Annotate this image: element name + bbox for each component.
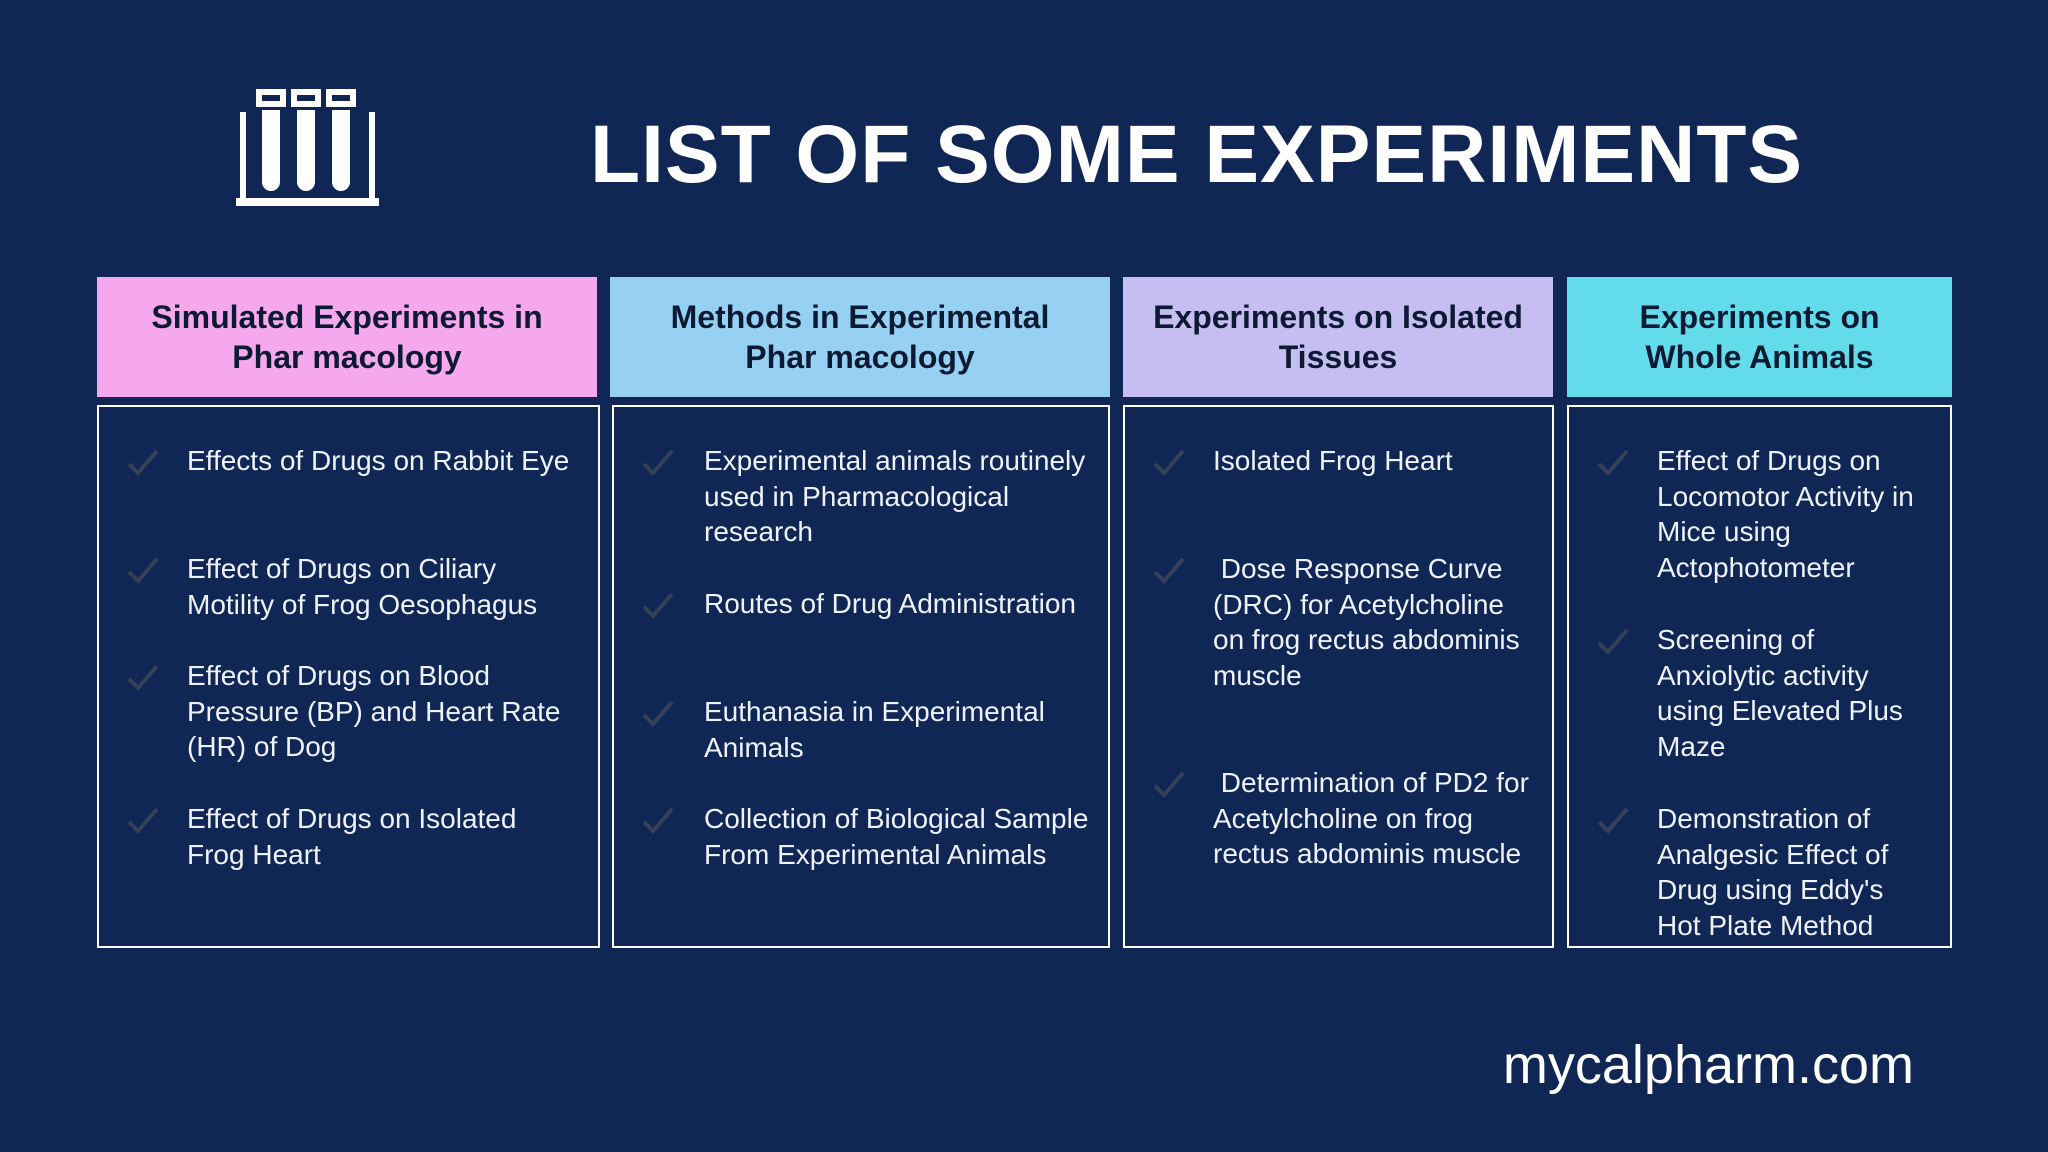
checkmark-icon [642, 807, 674, 834]
checkmark-icon [1153, 449, 1185, 476]
column-list-simulated: Effects of Drugs on Rabbit Eye Effect of… [97, 405, 600, 948]
column-header-methods: Methods in Experimental Phar macology [610, 277, 1110, 397]
checkmark-icon [642, 592, 674, 619]
column-header-label: Methods in Experimental Phar macology [670, 299, 1050, 375]
checkmark-icon [1597, 807, 1629, 834]
checkmark-icon [127, 449, 159, 476]
checkmark-icon [127, 664, 159, 691]
column-header-simulated: Simulated Experiments in Phar macology [97, 277, 597, 397]
checkmark-icon [127, 807, 159, 834]
checkmark-icon [642, 449, 674, 476]
test-tubes-rack-icon [236, 89, 379, 206]
column-header-label: Experiments on Whole Animals [1639, 299, 1880, 375]
checkmark-icon [1597, 449, 1629, 476]
column-header-isolated-tissues: Experiments on Isolated Tissues [1123, 277, 1553, 397]
column-header-label: Experiments on Isolated Tissues [1153, 299, 1523, 375]
checkmark-icon [1597, 628, 1629, 655]
column-header-whole-animals: Experiments on Whole Animals [1567, 277, 1952, 397]
checkmark-icon [1153, 557, 1185, 584]
checkmark-icon [642, 700, 674, 727]
website-link[interactable]: mycalpharm.com [1502, 1035, 1914, 1095]
checkmark-icon [1153, 771, 1185, 798]
column-header-label: Simulated Experiments in Phar macology [151, 299, 543, 375]
column-list-isolated-tissues: Isolated Frog Heart Dose Response Curve … [1123, 405, 1554, 948]
column-list-whole-animals: Effect of Drugs on Locomotor Activity in… [1567, 405, 1952, 948]
checkmark-icon [127, 557, 159, 584]
page-title: LIST OF SOME EXPERIMENTS [590, 109, 1804, 200]
column-list-methods: Experimental animals routinely used in P… [612, 405, 1110, 948]
